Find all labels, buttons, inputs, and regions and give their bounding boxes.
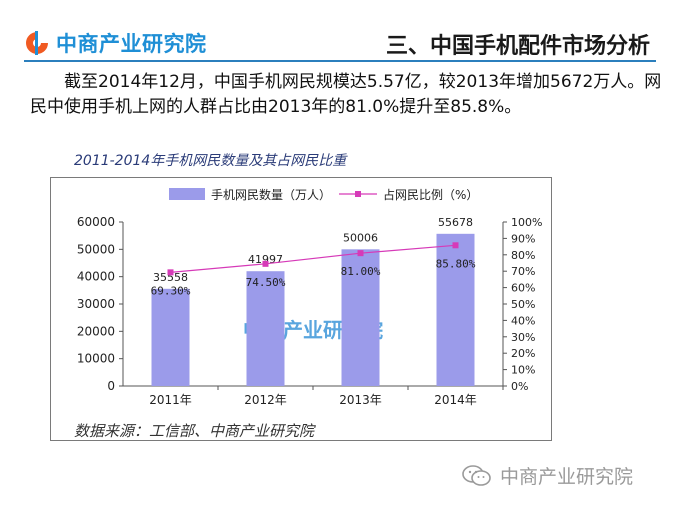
y-left-tick-label: 30000 [77, 297, 115, 311]
legend-bar-label: 手机网民数量（万人） [211, 187, 331, 202]
y-right-tick-label: 30% [511, 331, 535, 344]
y-right-tick-label: 90% [511, 232, 535, 245]
line-series [170, 244, 456, 273]
bar [436, 233, 475, 386]
chart-frame: 0 10000 20000 30000 40000 50000 60000 0% 10% 20% 3… [50, 177, 552, 441]
header-divider [24, 60, 656, 62]
y-right-tick-label: 80% [511, 249, 535, 262]
source-text: 数据来源：工信部、中商产业研究院 [74, 422, 315, 440]
legend-line-label: 占网民比例（%） [383, 187, 478, 202]
line-point [167, 269, 174, 276]
x-tick-label: 2014年 [434, 393, 477, 407]
bar [246, 271, 285, 386]
line-value-label: 85.80% [436, 257, 476, 270]
line-point [357, 250, 364, 257]
logo-icon [26, 31, 48, 55]
description-text: 截至2014年12月，中国手机网民规模达5.57亿，较2013年增加5672万人… [30, 72, 662, 117]
footer-logo-text: 中商产业研究院 [500, 466, 634, 488]
y-left-tick-label: 10000 [77, 352, 115, 366]
y-right-tick-label: 60% [511, 282, 535, 295]
y-right-tick-label: 70% [511, 265, 535, 278]
x-tick-label: 2011年 [149, 393, 192, 407]
y-right-tick-label: 100% [511, 216, 542, 229]
y-left-tick-label: 20000 [77, 324, 115, 338]
y-right-tick-label: 10% [511, 364, 535, 377]
y-left-tick-label: 40000 [77, 270, 115, 284]
logo-text: 中商产业研究院 [56, 32, 207, 56]
line-value-label: 69.30% [151, 284, 191, 297]
y-left-tick-label: 60000 [77, 215, 115, 229]
y-left-tick-label: 0 [107, 379, 115, 393]
bar [341, 249, 380, 386]
y-right-tick-label: 0% [511, 380, 528, 393]
line-value-label: 81.00% [341, 265, 381, 278]
section-title: 三、中国手机配件市场分析 [385, 34, 650, 59]
description: 截至2014年12月，中国手机网民规模达5.57亿，较2013年增加5672万人… [30, 70, 670, 120]
wechat-icon [462, 464, 491, 486]
line-point [262, 260, 269, 267]
y-right-tick-label: 20% [511, 347, 535, 360]
line-value-label: 74.50% [246, 276, 286, 289]
bar-value-label: 35558 [153, 271, 188, 284]
bar-value-label: 55678 [438, 216, 473, 229]
x-tick-label: 2012年 [244, 393, 287, 407]
combo-chart: 0 10000 20000 30000 40000 50000 60000 0% 10% 20% 3… [77, 187, 543, 407]
footer-logo: 中商产业研究院 [462, 462, 633, 489]
bar-value-label: 50006 [343, 231, 378, 244]
logo: 中商产业研究院 [24, 26, 207, 60]
x-tick-label: 2013年 [339, 393, 382, 407]
legend-line-marker [355, 191, 361, 197]
legend-bar-swatch [169, 188, 205, 200]
y-left-tick-label: 50000 [77, 242, 115, 256]
y-right-tick-label: 40% [511, 314, 535, 327]
line-point [452, 242, 459, 249]
header: 中商产业研究院 三、中国手机配件市场分析 [0, 0, 680, 66]
chart-caption: 2011-2014年手机网民数量及其占网民比重 [74, 153, 347, 169]
bar [151, 288, 190, 386]
y-right-tick-label: 50% [511, 298, 535, 311]
